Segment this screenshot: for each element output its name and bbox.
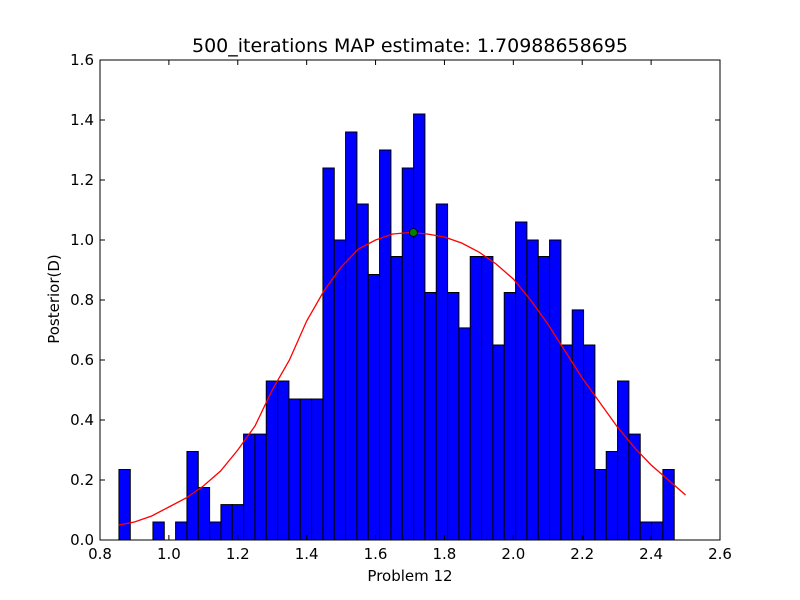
x-tick-label: 1.4	[295, 545, 319, 563]
y-tick-label: 1.2	[70, 171, 94, 189]
histogram-bar	[379, 149, 392, 541]
histogram-bar	[447, 292, 460, 541]
histogram-bar	[390, 256, 403, 541]
x-tick-labels: 0.8 1.0 1.2 1.4 1.6 1.8 2.0 2.2 2.4 2.6	[88, 545, 732, 563]
histogram-bar	[469, 256, 483, 541]
histogram-bar	[605, 451, 619, 541]
y-tick-label: 1.0	[70, 231, 94, 249]
histogram-bar	[209, 521, 222, 541]
histogram-bar	[254, 433, 267, 541]
fit-curve-layer	[118, 231, 686, 526]
histogram-bar	[413, 113, 426, 541]
histogram-bar	[277, 380, 290, 541]
histogram-bar	[333, 239, 347, 541]
histogram-bar	[651, 521, 664, 541]
y-tick-label: 0.8	[70, 291, 94, 309]
histogram-bar	[220, 504, 233, 541]
histogram-bar	[197, 487, 211, 541]
map-estimate-point	[409, 228, 418, 237]
histogram-bar	[175, 521, 188, 541]
x-tick-label: 2.0	[501, 545, 525, 563]
histogram-bar	[322, 167, 335, 541]
histogram-bar	[288, 398, 301, 541]
histogram-bar	[594, 469, 607, 541]
histogram-bar	[639, 521, 653, 541]
histogram-bar	[435, 203, 449, 541]
histogram-bar	[458, 327, 471, 541]
histogram-bar	[560, 344, 573, 541]
histogram-bar	[583, 344, 596, 541]
y-tick-label: 0.4	[70, 411, 94, 429]
histogram-bar	[503, 292, 517, 541]
y-tick-labels: 0.0 0.2 0.4 0.6 0.8 1.0 1.2 1.4 1.6	[70, 51, 94, 549]
histogram-bar	[231, 504, 245, 541]
histogram-bar	[492, 344, 505, 541]
histogram-bar	[549, 239, 562, 541]
y-tick-label: 1.6	[70, 51, 94, 69]
histogram-bar	[118, 469, 131, 541]
y-tick-label: 0.0	[70, 531, 94, 549]
y-tick-label: 1.4	[70, 111, 94, 129]
histogram-bar	[299, 398, 313, 541]
x-tick-label: 1.0	[157, 545, 181, 563]
histogram-bar	[628, 433, 641, 541]
fit-curve-line	[118, 231, 686, 526]
map-point-layer	[409, 228, 418, 237]
histogram-bar	[152, 521, 165, 541]
y-tick-label: 0.6	[70, 351, 94, 369]
histogram-bar	[515, 221, 528, 541]
histogram-bar	[424, 292, 437, 541]
histogram-bar	[571, 309, 585, 541]
chart-title: 500_iterations MAP estimate: 1.709886586…	[192, 35, 628, 57]
x-tick-label: 0.8	[88, 545, 112, 563]
x-tick-label: 2.4	[639, 545, 663, 563]
histogram-bar	[401, 167, 415, 541]
histogram-bar	[481, 256, 494, 541]
histogram-bar	[367, 274, 381, 541]
histogram-bar	[345, 131, 358, 541]
histogram-bar	[617, 380, 630, 541]
histogram-bar	[526, 239, 539, 541]
x-tick-label: 1.8	[433, 545, 457, 563]
x-tick-label: 2.6	[708, 545, 732, 563]
y-axis-label: Posterior(D)	[45, 254, 63, 344]
x-tick-label: 1.2	[226, 545, 250, 563]
x-axis-label: Problem 12	[367, 567, 452, 585]
histogram-bar	[265, 380, 279, 541]
axis-ticks	[99, 59, 721, 541]
histogram-bar	[356, 203, 369, 541]
histogram-bar	[243, 433, 256, 541]
histogram-bar	[537, 256, 551, 541]
histogram-bar	[311, 398, 324, 541]
x-tick-label: 1.6	[364, 545, 388, 563]
x-tick-label: 2.2	[570, 545, 594, 563]
y-tick-label: 0.2	[70, 471, 94, 489]
